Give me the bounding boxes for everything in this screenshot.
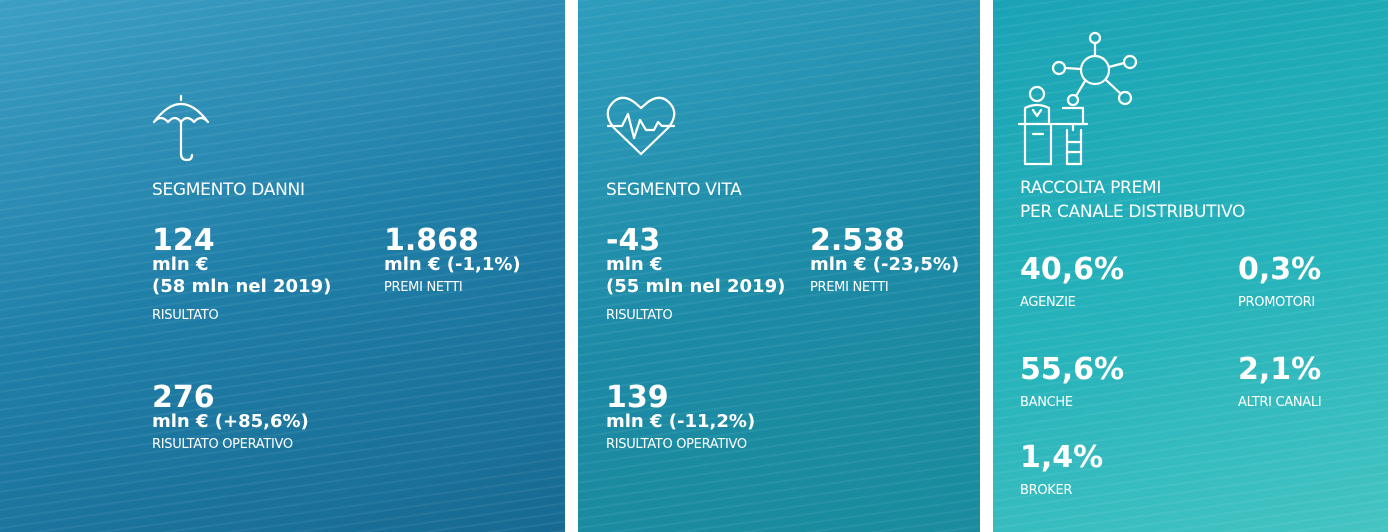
umbrella-icon: [152, 94, 210, 162]
metric-value: 124: [152, 223, 215, 258]
metric-label: PROMOTORI: [1238, 295, 1315, 310]
metric-detail: mln € (-1,1%): [384, 254, 521, 275]
network-icon: [1017, 31, 1138, 166]
metric-detail: mln € (-11,2%): [606, 411, 756, 432]
metric-label: PREMI NETTI: [384, 280, 463, 295]
metric-value: -43: [606, 223, 661, 258]
metric-value: 40,6%: [1020, 252, 1125, 287]
metric-value: 139: [606, 380, 669, 415]
metric-value: 2.538: [810, 223, 905, 258]
metric-detail: (58 mln nel 2019): [152, 276, 332, 297]
metric-label: RISULTATO OPERATIVO: [606, 437, 747, 452]
panel-vita: SEGMENTO VITA -43 mln € (55 mln nel 2019) RI…: [578, 0, 980, 532]
metric-detail: (55 mln nel 2019): [606, 276, 786, 297]
metric-value: 1,4%: [1020, 440, 1104, 475]
panel-title: SEGMENTO VITA: [606, 180, 742, 200]
metric-detail: mln €: [606, 254, 663, 275]
metric-detail: mln €: [152, 254, 209, 275]
panel-title: RACCOLTA PREMI: [1020, 178, 1162, 198]
metric-label: RISULTATO: [152, 308, 219, 323]
metric-value: 2,1%: [1238, 352, 1322, 387]
metric-value: 1.868: [384, 223, 479, 258]
metric-value: 276: [152, 380, 215, 415]
panel-title: PER CANALE DISTRIBUTIVO: [1020, 202, 1246, 222]
metric-label: BANCHE: [1020, 395, 1073, 410]
heart-icon: [606, 96, 676, 156]
metric-label: RISULTATO OPERATIVO: [152, 437, 293, 452]
panel-title: SEGMENTO DANNI: [152, 180, 305, 200]
metric-label: ALTRI CANALI: [1238, 395, 1322, 410]
panel-canali: RACCOLTA PREMI PER CANALE DISTRIBUTIVO 40,…: [993, 0, 1388, 532]
panel-danni: SEGMENTO DANNI 124 mln € (58 mln nel 2019) R…: [0, 0, 565, 532]
metric-value: 0,3%: [1238, 252, 1322, 287]
metric-value: 55,6%: [1020, 352, 1125, 387]
metric-detail: mln € (-23,5%): [810, 254, 960, 275]
metric-label: AGENZIE: [1020, 295, 1076, 310]
metric-label: BROKER: [1020, 483, 1073, 498]
metric-label: RISULTATO: [606, 308, 673, 323]
metric-label: PREMI NETTI: [810, 280, 889, 295]
metric-detail: mln € (+85,6%): [152, 411, 309, 432]
